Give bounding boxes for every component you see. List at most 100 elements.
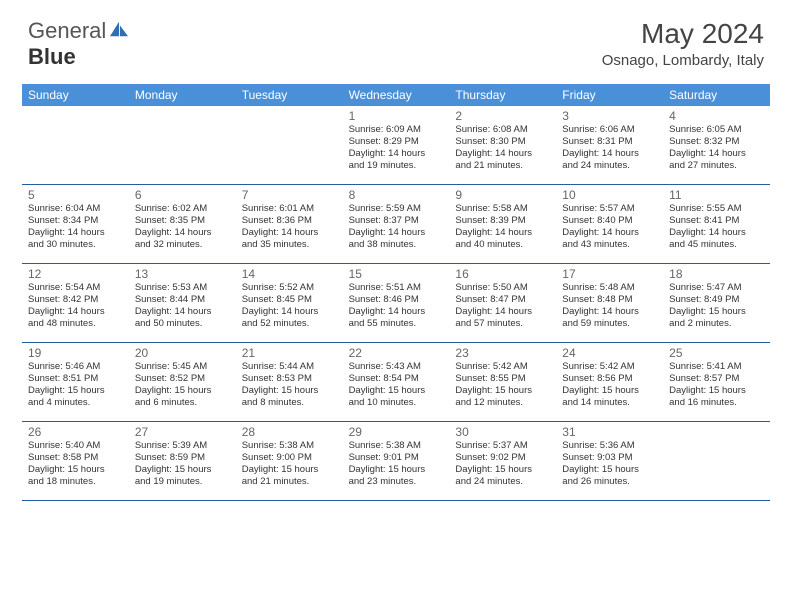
day-number: 6 [135,188,230,202]
day-info: Sunrise: 5:57 AMSunset: 8:40 PMDaylight:… [562,203,657,251]
day-number: 18 [669,267,764,281]
day-info: Sunrise: 6:08 AMSunset: 8:30 PMDaylight:… [455,124,550,172]
day-info: Sunrise: 5:58 AMSunset: 8:39 PMDaylight:… [455,203,550,251]
day-number: 9 [455,188,550,202]
day-number: 4 [669,109,764,123]
calendar-cell: 2Sunrise: 6:08 AMSunset: 8:30 PMDaylight… [449,106,556,184]
day-info: Sunrise: 5:41 AMSunset: 8:57 PMDaylight:… [669,361,764,409]
calendar-cell: 15Sunrise: 5:51 AMSunset: 8:46 PMDayligh… [343,264,450,342]
day-number: 14 [242,267,337,281]
calendar-cell: 20Sunrise: 5:45 AMSunset: 8:52 PMDayligh… [129,343,236,421]
calendar-cell [129,106,236,184]
day-number: 2 [455,109,550,123]
day-info: Sunrise: 6:04 AMSunset: 8:34 PMDaylight:… [28,203,123,251]
calendar-cell: 31Sunrise: 5:36 AMSunset: 9:03 PMDayligh… [556,422,663,500]
calendar-cell: 1Sunrise: 6:09 AMSunset: 8:29 PMDaylight… [343,106,450,184]
day-number: 29 [349,425,444,439]
day-number: 30 [455,425,550,439]
calendar-cell: 3Sunrise: 6:06 AMSunset: 8:31 PMDaylight… [556,106,663,184]
calendar-cell: 11Sunrise: 5:55 AMSunset: 8:41 PMDayligh… [663,185,770,263]
calendar-cell: 28Sunrise: 5:38 AMSunset: 9:00 PMDayligh… [236,422,343,500]
month-title: May 2024 [602,18,764,50]
day-number: 1 [349,109,444,123]
day-info: Sunrise: 6:06 AMSunset: 8:31 PMDaylight:… [562,124,657,172]
calendar-cell: 8Sunrise: 5:59 AMSunset: 8:37 PMDaylight… [343,185,450,263]
day-number: 25 [669,346,764,360]
calendar-grid: SundayMondayTuesdayWednesdayThursdayFrid… [22,84,770,501]
day-info: Sunrise: 5:47 AMSunset: 8:49 PMDaylight:… [669,282,764,330]
day-number: 21 [242,346,337,360]
calendar-cell: 14Sunrise: 5:52 AMSunset: 8:45 PMDayligh… [236,264,343,342]
weekday-header: Monday [129,84,236,106]
day-info: Sunrise: 5:39 AMSunset: 8:59 PMDaylight:… [135,440,230,488]
calendar-cell: 24Sunrise: 5:42 AMSunset: 8:56 PMDayligh… [556,343,663,421]
day-number: 5 [28,188,123,202]
weekday-header-row: SundayMondayTuesdayWednesdayThursdayFrid… [22,84,770,106]
calendar-cell [236,106,343,184]
calendar-cell: 16Sunrise: 5:50 AMSunset: 8:47 PMDayligh… [449,264,556,342]
calendar-cell: 10Sunrise: 5:57 AMSunset: 8:40 PMDayligh… [556,185,663,263]
calendar-week: 5Sunrise: 6:04 AMSunset: 8:34 PMDaylight… [22,185,770,264]
day-info: Sunrise: 5:38 AMSunset: 9:01 PMDaylight:… [349,440,444,488]
calendar-week: 12Sunrise: 5:54 AMSunset: 8:42 PMDayligh… [22,264,770,343]
day-info: Sunrise: 5:44 AMSunset: 8:53 PMDaylight:… [242,361,337,409]
calendar-cell [22,106,129,184]
calendar-cell: 29Sunrise: 5:38 AMSunset: 9:01 PMDayligh… [343,422,450,500]
day-info: Sunrise: 5:51 AMSunset: 8:46 PMDaylight:… [349,282,444,330]
day-number: 23 [455,346,550,360]
calendar-cell: 5Sunrise: 6:04 AMSunset: 8:34 PMDaylight… [22,185,129,263]
calendar-week: 26Sunrise: 5:40 AMSunset: 8:58 PMDayligh… [22,422,770,501]
day-number: 24 [562,346,657,360]
day-number: 12 [28,267,123,281]
calendar-week: 19Sunrise: 5:46 AMSunset: 8:51 PMDayligh… [22,343,770,422]
brand-name: General Blue [28,18,130,70]
day-info: Sunrise: 5:48 AMSunset: 8:48 PMDaylight:… [562,282,657,330]
title-block: May 2024 Osnago, Lombardy, Italy [602,18,764,69]
day-info: Sunrise: 6:09 AMSunset: 8:29 PMDaylight:… [349,124,444,172]
day-number: 19 [28,346,123,360]
weekday-header: Saturday [663,84,770,106]
page-header: General Blue May 2024 Osnago, Lombardy, … [0,0,792,78]
calendar-cell: 4Sunrise: 6:05 AMSunset: 8:32 PMDaylight… [663,106,770,184]
day-info: Sunrise: 5:36 AMSunset: 9:03 PMDaylight:… [562,440,657,488]
day-info: Sunrise: 5:42 AMSunset: 8:55 PMDaylight:… [455,361,550,409]
day-number: 31 [562,425,657,439]
day-number: 17 [562,267,657,281]
calendar-cell: 26Sunrise: 5:40 AMSunset: 8:58 PMDayligh… [22,422,129,500]
calendar-cell: 6Sunrise: 6:02 AMSunset: 8:35 PMDaylight… [129,185,236,263]
calendar-cell: 17Sunrise: 5:48 AMSunset: 8:48 PMDayligh… [556,264,663,342]
day-info: Sunrise: 5:50 AMSunset: 8:47 PMDaylight:… [455,282,550,330]
day-info: Sunrise: 5:43 AMSunset: 8:54 PMDaylight:… [349,361,444,409]
weekday-header: Tuesday [236,84,343,106]
brand-part2: Blue [28,44,76,69]
weekday-header: Friday [556,84,663,106]
calendar-cell: 25Sunrise: 5:41 AMSunset: 8:57 PMDayligh… [663,343,770,421]
day-number: 15 [349,267,444,281]
day-info: Sunrise: 5:54 AMSunset: 8:42 PMDaylight:… [28,282,123,330]
day-info: Sunrise: 6:01 AMSunset: 8:36 PMDaylight:… [242,203,337,251]
day-info: Sunrise: 5:38 AMSunset: 9:00 PMDaylight:… [242,440,337,488]
calendar-cell: 18Sunrise: 5:47 AMSunset: 8:49 PMDayligh… [663,264,770,342]
day-number: 27 [135,425,230,439]
calendar-cell: 12Sunrise: 5:54 AMSunset: 8:42 PMDayligh… [22,264,129,342]
calendar-cell: 21Sunrise: 5:44 AMSunset: 8:53 PMDayligh… [236,343,343,421]
calendar-cell: 22Sunrise: 5:43 AMSunset: 8:54 PMDayligh… [343,343,450,421]
calendar-week: 1Sunrise: 6:09 AMSunset: 8:29 PMDaylight… [22,106,770,185]
day-info: Sunrise: 5:40 AMSunset: 8:58 PMDaylight:… [28,440,123,488]
day-number: 8 [349,188,444,202]
weekday-header: Thursday [449,84,556,106]
day-number: 13 [135,267,230,281]
day-info: Sunrise: 5:52 AMSunset: 8:45 PMDaylight:… [242,282,337,330]
day-number: 22 [349,346,444,360]
weekday-header: Wednesday [343,84,450,106]
calendar-body: 1Sunrise: 6:09 AMSunset: 8:29 PMDaylight… [22,106,770,501]
day-info: Sunrise: 5:37 AMSunset: 9:02 PMDaylight:… [455,440,550,488]
calendar-cell: 13Sunrise: 5:53 AMSunset: 8:44 PMDayligh… [129,264,236,342]
calendar-cell: 19Sunrise: 5:46 AMSunset: 8:51 PMDayligh… [22,343,129,421]
day-number: 10 [562,188,657,202]
day-number: 11 [669,188,764,202]
day-number: 20 [135,346,230,360]
day-info: Sunrise: 5:46 AMSunset: 8:51 PMDaylight:… [28,361,123,409]
calendar-cell: 23Sunrise: 5:42 AMSunset: 8:55 PMDayligh… [449,343,556,421]
weekday-header: Sunday [22,84,129,106]
